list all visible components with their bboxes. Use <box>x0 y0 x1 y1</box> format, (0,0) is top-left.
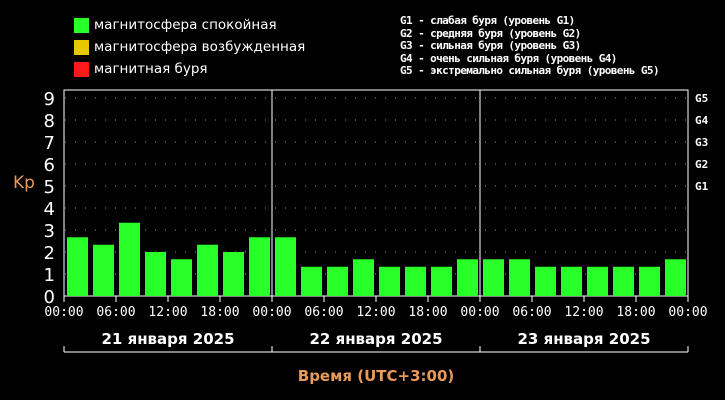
kp-bar <box>171 259 192 296</box>
x-tick-label: 06:00 <box>96 305 135 320</box>
kp-bar <box>93 244 114 296</box>
legend-item-storm: магнитная буря <box>74 58 305 80</box>
kp-bar <box>457 259 478 296</box>
kp-bar <box>327 266 348 296</box>
storm-level-g3: G3 - сильная буря (уровень G3) <box>400 39 581 52</box>
kp-bar <box>483 259 504 296</box>
storm-swatch <box>74 61 89 77</box>
x-tick-label: 18:00 <box>408 305 447 320</box>
kp-bar <box>509 259 530 296</box>
legend-quiet-label: магнитосфера спокойная <box>94 17 277 33</box>
y-tick-label: 1 <box>44 265 55 286</box>
legend-excited-label: магнитосфера возбужденная <box>94 39 306 55</box>
kp-bar <box>665 259 686 296</box>
x-tick-label: 00:00 <box>252 305 291 320</box>
x-tick-label: 12:00 <box>356 305 395 320</box>
storm-level-g1: G1 - слабая буря (уровень G1) <box>400 14 575 27</box>
x-axis-title: Время (UTC+3:00) <box>298 367 454 385</box>
kp-bar <box>535 266 556 296</box>
kp-bar <box>249 237 270 296</box>
kp-bar <box>561 266 582 296</box>
legend-item-quiet: магнитосфера спокойная <box>74 14 305 36</box>
storm-level-g4: G4 - очень сильная буря (уровень G4) <box>400 51 617 65</box>
legend-item-excited: магнитосфера возбужденная <box>74 36 305 58</box>
excited-swatch <box>74 39 89 55</box>
kp-bar <box>379 266 400 296</box>
y-axis-label: Kp <box>13 173 35 193</box>
y-tick-label: 7 <box>44 133 55 154</box>
x-tick-label: 00:00 <box>44 305 83 320</box>
kp-bar <box>197 244 218 296</box>
y-tick-label: 0 <box>44 287 55 308</box>
storm-level-g2: G2 - средняя буря (уровень G2) <box>400 26 581 40</box>
kp-bar <box>587 266 608 296</box>
kp-bar <box>275 237 296 296</box>
kp-bar <box>431 266 452 296</box>
x-tick-label: 18:00 <box>616 305 655 320</box>
kp-bar <box>405 266 426 296</box>
x-tick-label: 18:00 <box>200 305 239 320</box>
g-level-tick-label: G3 <box>695 136 708 149</box>
x-tick-label: 00:00 <box>668 305 707 320</box>
y-tick-label: 4 <box>44 199 55 220</box>
x-tick-label: 06:00 <box>304 305 343 320</box>
legend: магнитосфера спокойная магнитосфера возб… <box>74 14 305 80</box>
g-level-tick-label: G1 <box>695 180 709 193</box>
kp-bar <box>119 222 140 296</box>
kp-bar <box>145 252 166 296</box>
kp-bar <box>639 266 660 296</box>
g-level-tick-label: G4 <box>695 114 709 127</box>
y-tick-label: 8 <box>44 111 55 132</box>
y-tick-label: 5 <box>44 177 55 198</box>
g-level-tick-label: G5 <box>695 92 708 105</box>
kp-bar <box>67 237 88 296</box>
day-label: 23 января 2025 <box>517 330 650 348</box>
x-tick-label: 12:00 <box>148 305 187 320</box>
storm-levels-legend: G1 - слабая буря (уровень G1) G2 - средн… <box>400 14 660 78</box>
y-tick-label: 6 <box>44 155 55 176</box>
x-tick-label: 06:00 <box>512 305 551 320</box>
y-tick-label: 9 <box>44 89 55 110</box>
legend-storm-label: магнитная буря <box>94 61 208 77</box>
g-level-tick-label: G2 <box>695 158 708 171</box>
y-tick-label: 3 <box>44 221 55 242</box>
day-label: 22 января 2025 <box>309 330 442 348</box>
storm-level-g5: G5 - экстремально сильная буря (уровень … <box>400 64 660 77</box>
kp-bar <box>613 266 634 296</box>
x-tick-label: 00:00 <box>460 305 499 320</box>
x-tick-label: 12:00 <box>564 305 603 320</box>
kp-bar <box>353 259 374 296</box>
kp-bar <box>301 266 322 296</box>
y-tick-label: 2 <box>44 243 55 264</box>
kp-bar <box>223 252 244 296</box>
quiet-swatch <box>74 17 89 33</box>
day-label: 21 января 2025 <box>101 330 234 348</box>
